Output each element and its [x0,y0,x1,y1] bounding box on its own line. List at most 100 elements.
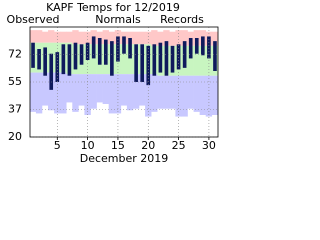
observed-bar [146,45,151,86]
observed-bar [103,39,108,65]
observed-bar [164,41,169,76]
record-low-band [35,72,43,114]
observed-bar [97,38,102,65]
record-low-band [126,74,134,111]
record-high-band [41,31,49,43]
record-high-band [132,31,140,45]
observed-bar [207,36,211,59]
record-low-band [187,75,194,109]
record-low-band [66,74,73,103]
observed-bar [73,42,78,70]
observed-bar [37,49,41,70]
normal-band [120,44,128,75]
observed-bar [140,44,145,82]
observed-bar [49,53,54,90]
observed-bar [182,41,187,68]
observed-bar [122,36,126,54]
record-low-band [84,74,91,115]
record-low-band [108,74,116,114]
record-high-band [175,30,182,46]
legend-entry: Observed [7,13,60,26]
record-low-band [145,74,152,117]
y-tick-label: 55 [8,75,22,88]
observed-bar [152,44,157,76]
record-low-band [181,75,188,117]
record-high-band [35,30,43,43]
x-tick-label: 10 [81,139,95,152]
record-low-band [169,75,176,109]
record-low-band [132,74,140,109]
record-low-band [151,74,158,112]
legend-entry: Records [160,13,204,26]
observed-bar [55,52,60,82]
chart-title: KAPF Temps for 12/2019 [46,1,180,14]
record-high-band [108,31,116,45]
record-low-band [41,72,49,106]
record-high-band [66,31,73,43]
observed-bar [201,36,205,56]
record-low-band [163,75,170,109]
normal-band [90,44,97,75]
normal-band [193,45,200,76]
plot-frame [29,26,219,138]
observed-bar [61,44,66,75]
record-low-band [193,75,200,112]
x-tick-label: 15 [111,139,125,152]
y-tick-label: 37 [8,103,22,116]
record-high-band [84,31,91,45]
normal-band [199,45,207,76]
observed-bar [67,44,72,76]
x-axis-label: December 2019 [80,152,169,165]
record-low-band [60,72,67,114]
normal-band [187,45,194,76]
record-high-band [72,30,79,45]
record-high-band [163,30,170,46]
observed-bar [91,36,96,59]
x-tick-label: 30 [202,139,216,152]
observed-bar [158,42,163,73]
legend-entry: Normals [95,13,141,26]
record-low-band [90,74,97,109]
record-high-band [78,31,85,45]
record-low-band [199,75,207,115]
record-high-band [102,30,109,45]
observed-bar [170,45,175,73]
chart: KAPF Temps for 12/2019 December 2019 Obs… [7,1,219,165]
observed-bar [134,44,138,82]
y-tick-label: 20 [8,130,22,143]
observed-bar [31,42,35,68]
record-low-band [72,74,79,112]
record-low-band [29,72,37,112]
record-low-band [120,74,128,106]
record-high-band [169,31,176,46]
record-low-band [102,74,109,104]
record-high-band [60,31,67,43]
record-high-band [181,30,188,46]
record-low-band [96,74,103,103]
record-low-band [211,75,219,115]
normal-band [126,44,134,75]
record-high-band [151,30,158,46]
record-high-band [48,30,55,43]
observed-bar [43,47,47,76]
x-tick-label: 5 [54,139,61,152]
record-high-band [211,31,219,46]
x-tick-label: 25 [172,139,186,152]
record-high-band [29,30,37,43]
observed-bar [110,41,114,76]
record-high-band [139,31,146,45]
record-low-band [139,74,146,106]
record-low-band [48,72,55,111]
record-high-band [54,31,61,43]
observed-bar [188,38,193,59]
record-low-band [78,74,85,106]
observed-bar [213,41,217,71]
record-high-band [145,31,152,45]
y-tick-label: 72 [8,48,22,61]
record-high-band [157,31,164,46]
record-low-band [157,75,164,109]
observed-bar [194,38,199,54]
observed-bar [128,38,132,59]
observed-bar [176,44,181,70]
x-tick-label: 20 [141,139,155,152]
